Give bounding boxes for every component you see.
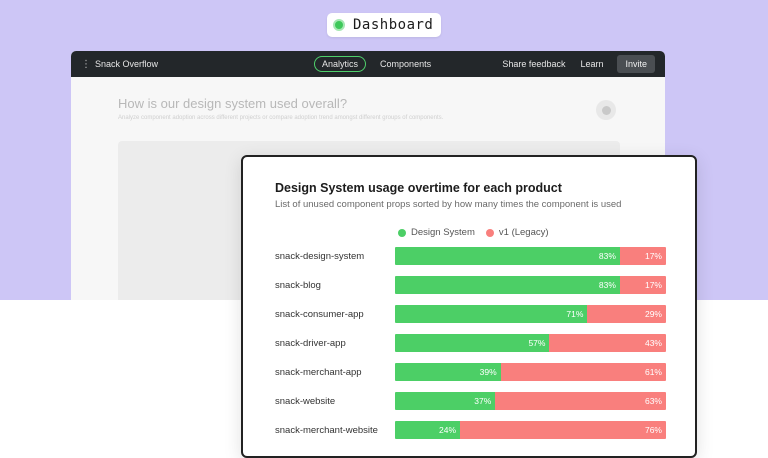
usage-card: Design System usage overtime for each pr…: [241, 155, 697, 458]
dashboard-label: Dashboard: [353, 17, 434, 33]
bar-design-system[interactable]: 24%: [395, 421, 461, 439]
bar-legacy[interactable]: 29%: [587, 305, 666, 323]
data-label: 61%: [644, 367, 662, 377]
bar-legacy[interactable]: 43%: [549, 334, 666, 352]
data-label: 83%: [598, 251, 616, 261]
app-name: Snack Overflow: [95, 59, 159, 69]
data-label: 37%: [474, 396, 492, 406]
data-label: 39%: [479, 367, 497, 377]
legend-label-design-system: Design System: [411, 227, 475, 238]
bar-legacy[interactable]: 76%: [460, 421, 666, 439]
data-label: 76%: [644, 425, 662, 435]
data-label: 43%: [644, 338, 662, 348]
data-label: 63%: [644, 396, 662, 406]
stacked-bar-chart: snack-design-system 83% 17% snack-blog 83% 17…: [275, 247, 670, 442]
chart-row: snack-blog 83% 17%: [275, 276, 670, 294]
bar-design-system[interactable]: 83%: [395, 276, 620, 294]
status-dot-icon: [333, 19, 345, 31]
data-label: 71%: [566, 309, 584, 319]
chart-row: snack-merchant-app 39% 61%: [275, 363, 670, 381]
bar-design-system[interactable]: 37%: [395, 392, 496, 410]
bar-track: 37% 63%: [395, 392, 666, 410]
bar-legacy[interactable]: 17%: [619, 247, 666, 265]
legend-legacy: v1 (Legacy): [485, 227, 549, 238]
chart-row: snack-consumer-app 71% 29%: [275, 305, 670, 323]
category-label: snack-driver-app: [275, 337, 346, 349]
dashboard-badge: Dashboard: [327, 13, 441, 37]
bar-track: 71% 29%: [395, 305, 666, 323]
bar-track: 39% 61%: [395, 363, 666, 381]
data-label: 17%: [644, 251, 662, 261]
category-label: snack-website: [275, 395, 336, 407]
section-subtitle: Analyze component adoption across differ…: [118, 115, 444, 121]
category-label: snack-design-system: [275, 250, 365, 262]
bar-legacy[interactable]: 61%: [500, 363, 666, 381]
legend-dot-icon: [485, 228, 494, 237]
category-label: snack-merchant-website: [275, 424, 378, 436]
bar-design-system[interactable]: 39%: [395, 363, 501, 381]
share-feedback-link[interactable]: Share feedback: [502, 59, 566, 69]
card-title: Design System usage overtime for each pr…: [275, 181, 562, 195]
bar-design-system[interactable]: 71%: [395, 305, 588, 323]
tab-components[interactable]: Components: [380, 59, 432, 69]
data-label: 24%: [439, 425, 457, 435]
legend-label-legacy: v1 (Legacy): [498, 227, 549, 238]
bar-design-system[interactable]: 83%: [395, 247, 620, 265]
tab-analytics[interactable]: Analytics: [314, 56, 367, 72]
bar-legacy[interactable]: 17%: [619, 276, 666, 294]
data-label: 83%: [598, 280, 616, 290]
data-label: 29%: [644, 309, 662, 319]
data-label: 17%: [644, 280, 662, 290]
data-label: 57%: [528, 338, 546, 348]
app-top-bar: ⋮ Snack Overflow Analytics Components Sh…: [71, 51, 665, 77]
chart-row: snack-driver-app 57% 43%: [275, 334, 670, 352]
bar-track: 57% 43%: [395, 334, 666, 352]
settings-round-button[interactable]: [596, 100, 616, 120]
bar-track: 83% 17%: [395, 247, 666, 265]
section-title: How is our design system used overall?: [118, 96, 348, 111]
bar-legacy[interactable]: 63%: [495, 392, 666, 410]
chart-row: snack-website 37% 63%: [275, 392, 670, 410]
bar-design-system[interactable]: 57%: [395, 334, 550, 352]
chart-row: snack-merchant-website 24% 76%: [275, 421, 670, 439]
card-subtitle: List of unused component props sorted by…: [275, 199, 622, 210]
bar-track: 83% 17%: [395, 276, 666, 294]
chart-row: snack-design-system 83% 17%: [275, 247, 670, 265]
legend-design-system: Design System: [398, 227, 475, 238]
legend-dot-icon: [398, 228, 406, 237]
learn-link[interactable]: Learn: [580, 59, 604, 69]
chart-legend: Design System v1 (Legacy): [398, 227, 560, 238]
category-label: snack-consumer-app: [275, 308, 364, 320]
circle-icon: [601, 105, 611, 115]
bar-track: 24% 76%: [395, 421, 666, 439]
kebab-menu-icon[interactable]: ⋮: [81, 58, 91, 70]
invite-button[interactable]: Invite: [617, 55, 655, 73]
category-label: snack-merchant-app: [275, 366, 362, 378]
category-label: snack-blog: [275, 279, 321, 291]
